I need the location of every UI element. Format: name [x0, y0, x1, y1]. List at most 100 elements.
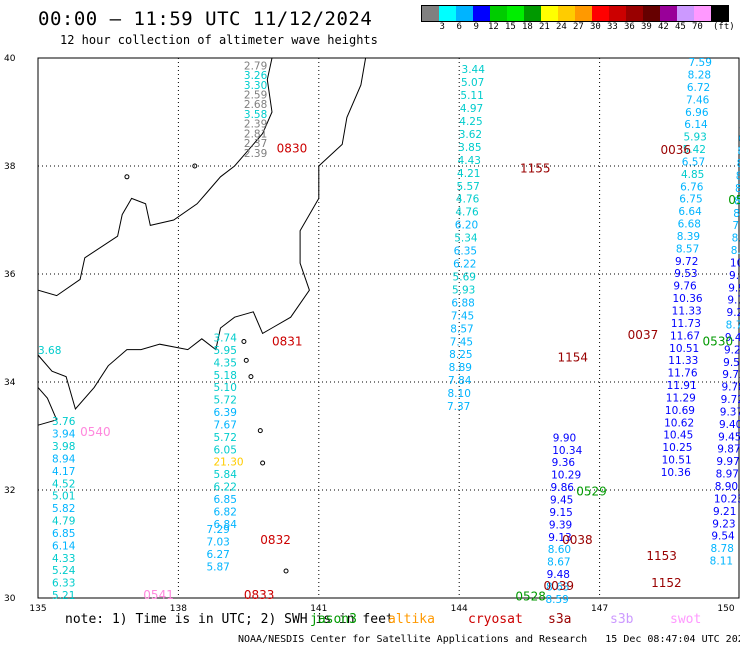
wave-height-label: 4.17 [52, 466, 75, 478]
wave-height-label: 11.76 [667, 368, 697, 380]
wave-height-label: 9.24 [724, 344, 740, 356]
wave-height-label: 8.90 [715, 481, 738, 493]
wave-height-label: 4.85 [681, 169, 704, 181]
wave-height-label: 7.29 [206, 524, 229, 536]
wave-height-label: 9.54 [711, 531, 735, 543]
lon-tick-label: 144 [451, 604, 468, 614]
wave-height-label: 2.37 [244, 138, 267, 150]
lat-tick-label: 34 [4, 378, 16, 388]
satellite-swot: swot [670, 612, 702, 627]
wave-height-label: 3.68 [38, 345, 61, 357]
wave-height-label: 9.45 [718, 431, 740, 443]
legend-label: 21 [539, 22, 550, 32]
wave-height-label: 7.37 [447, 401, 470, 413]
satellite-altika: altika [388, 612, 435, 627]
legend-label: 18 [522, 22, 533, 32]
timestamp-text: 15 Dec 08:47:04 UTC 2024 [605, 634, 740, 645]
wave-height-label: 9.15 [549, 507, 572, 519]
legend-label: 33 [607, 22, 618, 32]
wave-height-label: 7.51 [732, 220, 740, 232]
wave-height-label: 5.95 [214, 345, 237, 357]
legend-swatch [609, 6, 626, 21]
legend-swatch [507, 6, 524, 21]
lat-tick-label: 32 [4, 486, 15, 496]
wave-height-label: 4.76 [455, 207, 479, 219]
wave-height-label: 8.28 [688, 70, 711, 82]
wave-height-label: 6.35 [454, 246, 477, 258]
wave-height-label: 9.53 [674, 268, 697, 280]
wave-height-label: 8.53 [732, 233, 740, 245]
wave-height-label: 2.81 [244, 128, 267, 140]
wave-height-label: 2.79 [244, 60, 267, 72]
wave-height-label: 5.18 [214, 370, 237, 382]
wave-height-label: 10.45 [663, 430, 693, 442]
lat-tick-label: 30 [4, 594, 16, 604]
legend-swatch [473, 6, 490, 21]
pass-time-label: 0529 [576, 484, 607, 498]
wave-height-label: 8.94 [52, 453, 76, 465]
wave-height-label: 5.57 [456, 181, 479, 193]
wave-height-label: 11.73 [671, 318, 701, 330]
pass-time-label: 0832 [260, 533, 291, 547]
wave-height-label: 10.69 [665, 405, 695, 417]
wave-height-label: 3.98 [52, 441, 75, 453]
wave-height-label: 8.28 [734, 195, 740, 207]
island [260, 460, 266, 466]
legend-swatch [439, 6, 456, 21]
legend-label: 36 [624, 22, 635, 32]
wave-height-label: 3.58 [244, 109, 267, 121]
island [241, 339, 247, 344]
pass-time-label: 0037 [628, 328, 659, 342]
wave-height-label: 8.78 [711, 543, 734, 555]
satellite-cryosat: cryosat [468, 612, 523, 627]
wave-height-label: 5.69 [453, 271, 476, 283]
wave-height-label: 7.03 [206, 537, 229, 549]
wave-height-label: 4.76 [456, 194, 480, 206]
legend-swatch [575, 6, 592, 21]
legend-swatch [660, 6, 677, 21]
legend-swatch [694, 6, 711, 21]
wave-height-label: 8.78 [726, 320, 740, 332]
wave-height-label: 9.40 [725, 332, 740, 344]
wave-height-label: 9.39 [549, 519, 572, 531]
pass-time-label: 05 [728, 193, 740, 207]
wave-height-label: 5.93 [452, 284, 475, 296]
pass-time-label: 0036 [660, 143, 691, 157]
wave-height-label: 8.00 [735, 183, 740, 195]
island [248, 374, 254, 380]
island [257, 428, 263, 434]
wave-height-label: 9.97 [716, 456, 739, 468]
footer-credit: NOAA/NESDIS Center for Satellite Applica… [238, 634, 740, 645]
wave-height-label: 8.57 [450, 323, 473, 335]
satellite-jason3: jason3 [310, 612, 357, 627]
pass-time-label: 0530 [703, 334, 734, 348]
wave-height-label: 8.10 [448, 388, 471, 400]
wave-height-label: 9.87 [717, 444, 740, 456]
page-title: 00:00 – 11:59 UTC 11/12/2024 [38, 8, 373, 30]
wave-height-label: 10.51 [669, 343, 699, 355]
wave-height-label: 5.72 [214, 395, 237, 407]
wave-height-label: 6.33 [52, 578, 75, 590]
wave-height-label: 9.72 [721, 394, 740, 406]
wave-height-label: 4.33 [52, 553, 75, 565]
legend-label: 6 [456, 22, 462, 32]
pass-time-label: 1155 [520, 161, 551, 175]
wave-height-label: 5.82 [52, 503, 75, 515]
lat-tick-label: 40 [4, 54, 16, 64]
wave-height-label: 10.29 [551, 470, 581, 482]
wave-height-label: 7.59 [689, 57, 712, 69]
satellite-s3a: s3a [548, 612, 572, 627]
pass-time-label: 0038 [562, 533, 593, 547]
wave-height-label: 6.57 [682, 156, 705, 168]
wave-height-label: 9.78 [721, 382, 740, 394]
wave-height-label: 3.44 [462, 64, 486, 76]
credit-text: NOAA/NESDIS Center for Satellite Applica… [238, 634, 588, 645]
coastline [37, 387, 58, 426]
legend-label: 9 [473, 22, 479, 32]
pass-time-label: 0039 [543, 579, 574, 593]
wave-height-label: 6.85 [52, 528, 75, 540]
legend-swatch [643, 6, 660, 21]
wave-height-label: 7.45 [451, 310, 474, 322]
pass-time-label: 0833 [244, 588, 275, 602]
wave-height-label: 10.36 [673, 293, 703, 305]
